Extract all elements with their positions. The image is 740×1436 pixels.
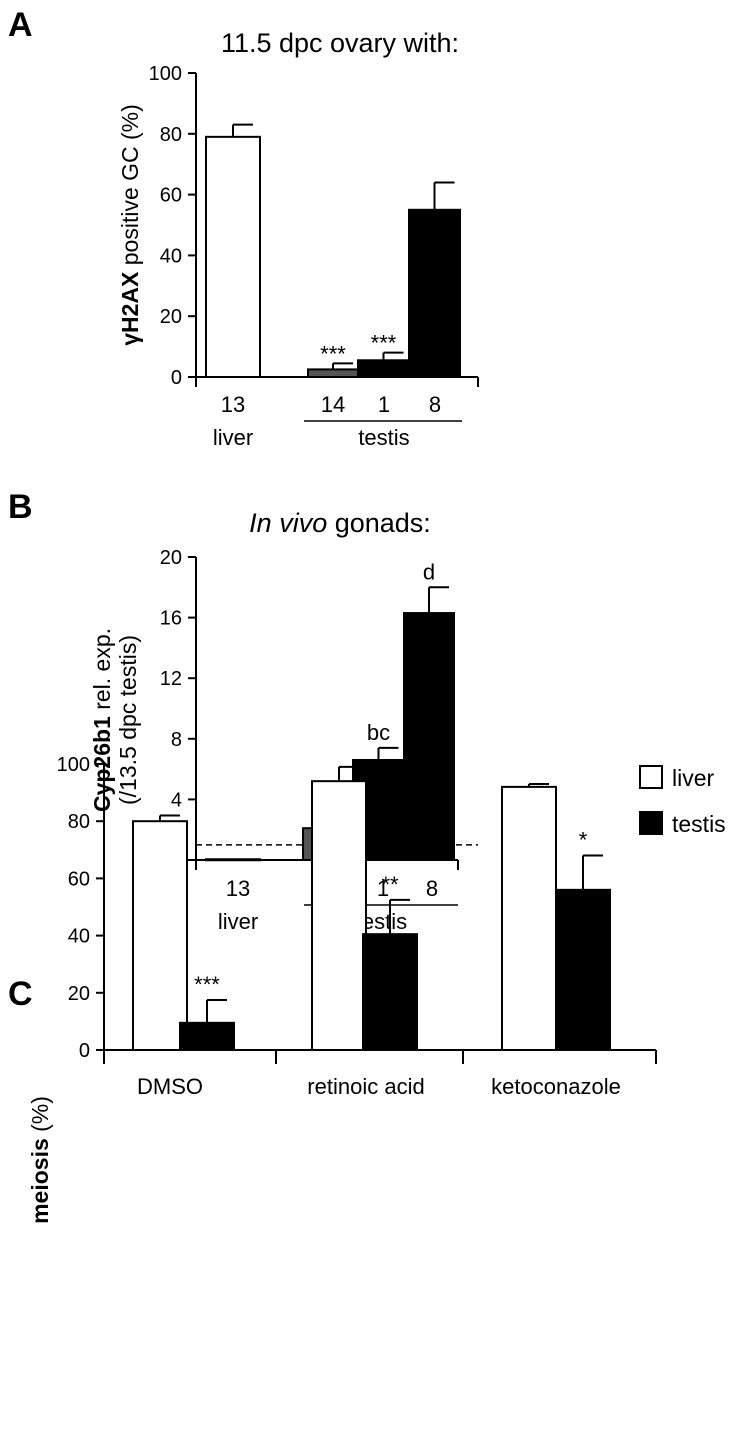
chart-b-ylabel-line2: (/13.5 dpc testis) [115,635,141,805]
chart-a-ylabel: γH2AX positive GC (%) [117,104,143,346]
chart-a-bar [357,359,410,378]
chart-c-legend-swatch [639,811,663,835]
chart-b-y-tick-label: 16 [160,608,182,630]
chart-b-ylabel-rest: rel. exp. [89,628,115,716]
chart-c-annotation: *** [194,972,220,997]
chart-a-category-label: 14 [321,392,345,417]
chart-c-bar [501,785,557,1051]
chart-a-y-tick-label: 100 [149,63,182,85]
chart-c-legend-swatch [639,765,663,789]
chart-b-annotation: d [423,559,435,584]
chart-a-bar [307,368,359,378]
chart-a-title: 11.5 dpc ovary with: [221,28,459,58]
chart-b-y-tick-label: 12 [160,668,182,690]
chart-a-annotation: *** [371,331,397,356]
chart-a-group-label: liver [213,425,253,450]
chart-a-annotation: *** [320,341,346,366]
chart-a-category-label: 13 [221,392,245,417]
chart-a-y-tick-label: 0 [171,367,182,389]
chart-c-legend: liver testis [639,765,726,837]
chart-b-ylabel: Cyp26b1 rel. exp. [89,628,115,812]
chart-c-category-label: ketoconazole [491,1074,621,1099]
chart-b-group-label: liver [218,909,258,934]
chart-c-y-tick-label: 20 [68,983,90,1005]
chart-a-ylabel-rest: positive GC (%) [117,104,143,271]
chart-c-legend-label: liver [672,765,715,791]
chart-b-y-tick-label: 20 [160,547,182,569]
chart-a-y-tick-label: 60 [160,185,182,207]
chart-c-annotation: * [579,828,588,853]
chart-c-y-tick-label: 80 [68,811,90,833]
chart-b-category-label: 8 [426,876,438,901]
panel-letter-b: B [8,488,33,526]
panel-b: B In vivo gonads: Cyp26b1 rel. exp. (/13… [8,488,478,934]
chart-c-bar [132,820,188,1052]
chart-a-bar [408,208,461,378]
chart-a-y-tick-label: 20 [160,306,182,328]
chart-c-category-label: retinoic acid [307,1074,424,1099]
chart-a-bar [205,135,261,378]
chart-c-bar [311,780,367,1051]
chart-a-category-label: 8 [429,392,441,417]
chart-a-group-label: testis [358,425,409,450]
chart-c-y-tick-label: 40 [68,926,90,948]
chart-a-ylabel-bold: γH2AX [117,271,143,346]
chart-c-ylabel-rest: (%) [27,1096,53,1138]
chart-c-y-tick-label: 100 [57,754,90,776]
chart-c-ylabel-bold: meiosis [27,1138,53,1224]
chart-b-y-tick-label: 4 [171,789,182,811]
chart-b-category-label: 1 [377,876,389,901]
chart-b-annotation: bc [367,720,390,745]
chart-a-y-tick-label: 80 [160,124,182,146]
chart-c-ylabel: meiosis (%) [27,1096,53,1224]
chart-c-y-tick-label: 60 [68,868,90,890]
chart-a-y-tick-label: 40 [160,245,182,267]
chart-b-title: In vivo gonads: [249,508,431,538]
chart-c-annotation: ** [381,872,399,897]
chart-a-plot: 0 20 40 60 80 100 13 *** 14 *** 1 8 liver testis [149,63,479,450]
chart-b-title-rest: gonads: [327,508,431,538]
panel-a: A 11.5 dpc ovary with: γH2AX positive GC… [8,6,479,450]
chart-b-y-tick-label: 8 [171,729,182,751]
chart-a-category-label: 1 [378,392,390,417]
chart-c-legend-label: testis [672,811,726,837]
panel-letter-c: C [8,975,33,1013]
chart-c-bar [179,1021,235,1052]
chart-b-bar [205,858,261,862]
chart-c-bar [362,933,418,1051]
panel-letter-a: A [8,6,33,44]
chart-b-title-italic: In vivo [249,508,327,538]
chart-c-y-tick-label: 0 [79,1040,90,1062]
chart-b-bar [403,612,455,861]
chart-b-category-label: 13 [226,876,250,901]
chart-c-category-label: DMSO [137,1074,203,1099]
chart-c-bar [555,888,611,1052]
